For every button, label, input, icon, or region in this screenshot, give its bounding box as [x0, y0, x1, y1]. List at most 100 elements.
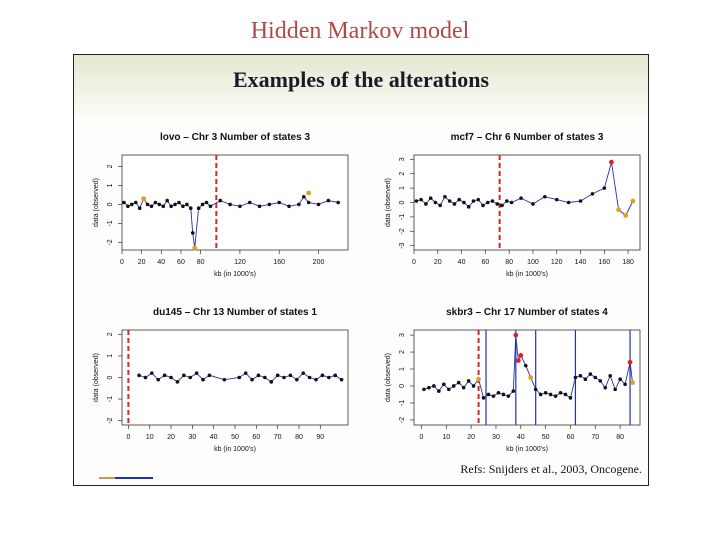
data-point: [623, 382, 627, 387]
x-tick-label: 40: [157, 259, 165, 266]
x-tick-label: 20: [434, 259, 442, 266]
y-tick-label: -2: [399, 417, 406, 423]
chart-panels: lovo – Chr 3 Number of states 30 20 40 60 80…: [93, 132, 641, 453]
data-point: [250, 377, 254, 382]
y-tick-label: -1: [399, 214, 406, 220]
data-point: [137, 373, 141, 378]
data-point: [275, 373, 280, 378]
y-tick-label: -2: [107, 417, 114, 423]
change-point: [630, 380, 635, 385]
data-point: [461, 385, 466, 390]
data-point: [543, 194, 547, 199]
data-point: [162, 373, 167, 378]
change-point: [476, 376, 481, 382]
y-tick-label: -1: [107, 220, 114, 226]
change-point: [623, 213, 629, 218]
y-axis-label: data (observed): [93, 178, 100, 227]
x-tick-label: 60: [252, 434, 260, 441]
data-point: [554, 197, 559, 202]
data-point: [590, 192, 595, 196]
x-tick-label: 0: [419, 434, 423, 441]
data-point: [471, 384, 476, 388]
data-point: [267, 202, 272, 207]
data-point: [578, 374, 583, 378]
x-tick-label: 0: [412, 259, 416, 266]
data-point: [598, 379, 603, 383]
change-point: [627, 359, 633, 365]
data-point: [301, 371, 306, 375]
y-tick-label: 2: [107, 332, 114, 336]
x-tick-label: 120: [551, 259, 563, 266]
change-point: [630, 198, 636, 204]
data-point: [145, 202, 150, 207]
references-note: Refs: Snijders et al., 2003, Oncogene.: [460, 462, 642, 476]
chart-panel-1: lovo – Chr 3 Number of states 30 20 40 60 80…: [93, 132, 349, 278]
data-point: [563, 392, 568, 397]
data-point: [504, 199, 509, 203]
data-point: [301, 195, 306, 199]
data-point: [295, 377, 299, 382]
figure-frame: Examples of the alterations lovo – Chr 3…: [73, 54, 649, 486]
chart-panel-2: mcf7 – Chr 6 Number of states 30 20 40 60 80…: [385, 132, 641, 278]
x-tick-label: 60: [567, 434, 575, 441]
y-tick-label: -2: [107, 239, 114, 245]
data-point: [156, 377, 161, 382]
data-point: [573, 375, 578, 380]
x-tick-label: 30: [492, 434, 500, 441]
data-point: [327, 375, 331, 380]
chart-panel-3: du145 – Chr 13 Number of states 10 10 20 30…: [93, 307, 349, 453]
x-tick-label: 100: [527, 259, 539, 266]
y-tick-label: 1: [107, 354, 114, 358]
data-point: [169, 204, 173, 209]
data-point: [433, 200, 438, 205]
x-tick-label: 30: [188, 434, 196, 441]
data-point: [122, 200, 126, 205]
y-tick-label: 3: [399, 333, 406, 337]
data-point: [307, 375, 312, 380]
data-point: [314, 377, 318, 382]
x-tick-label: 50: [542, 434, 550, 441]
data-point: [618, 377, 622, 381]
data-point: [519, 196, 523, 200]
data-point: [188, 375, 193, 380]
data-point: [130, 202, 134, 207]
data-point: [451, 384, 456, 388]
data-point: [161, 204, 166, 209]
data-point: [501, 392, 506, 397]
data-point: [188, 206, 193, 210]
y-tick-label: 2: [399, 350, 406, 354]
x-tick-label: 40: [458, 259, 466, 266]
y-tick-label: 3: [399, 157, 406, 161]
y-axis-label: data (observed): [385, 353, 392, 402]
data-point: [491, 394, 496, 398]
change-point: [616, 207, 621, 213]
x-tick-label: 120: [234, 259, 246, 266]
y-tick-label: -1: [107, 396, 114, 402]
x-tick-label: 60: [177, 259, 185, 266]
change-point: [192, 245, 198, 251]
x-tick-label: 160: [273, 259, 285, 266]
x-tick-label: 20: [467, 434, 475, 441]
x-axis-label: kb (in 1000's): [506, 271, 548, 278]
x-tick-label: 180: [622, 259, 634, 266]
data-point: [297, 202, 301, 207]
data-point: [583, 377, 588, 381]
data-point: [506, 394, 511, 398]
data-point: [476, 197, 481, 202]
data-point: [126, 204, 130, 209]
y-tick-label: -3: [399, 242, 406, 248]
data-point: [237, 375, 242, 380]
y-tick-label: 0: [399, 384, 406, 388]
data-point: [496, 390, 501, 395]
change-point: [515, 358, 521, 363]
y-tick-label: 0: [107, 375, 114, 379]
data-point: [247, 200, 252, 205]
data-point: [538, 392, 543, 397]
data-point: [190, 231, 195, 235]
change-point: [609, 159, 614, 165]
data-point: [490, 199, 495, 203]
data-point: [500, 203, 504, 208]
x-tick-label: 160: [598, 259, 610, 266]
y-tick-label: 0: [399, 200, 406, 204]
data-point: [201, 377, 205, 382]
